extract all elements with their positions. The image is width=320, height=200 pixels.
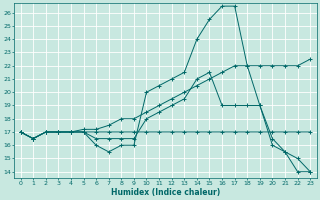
X-axis label: Humidex (Indice chaleur): Humidex (Indice chaleur) [111, 188, 220, 197]
